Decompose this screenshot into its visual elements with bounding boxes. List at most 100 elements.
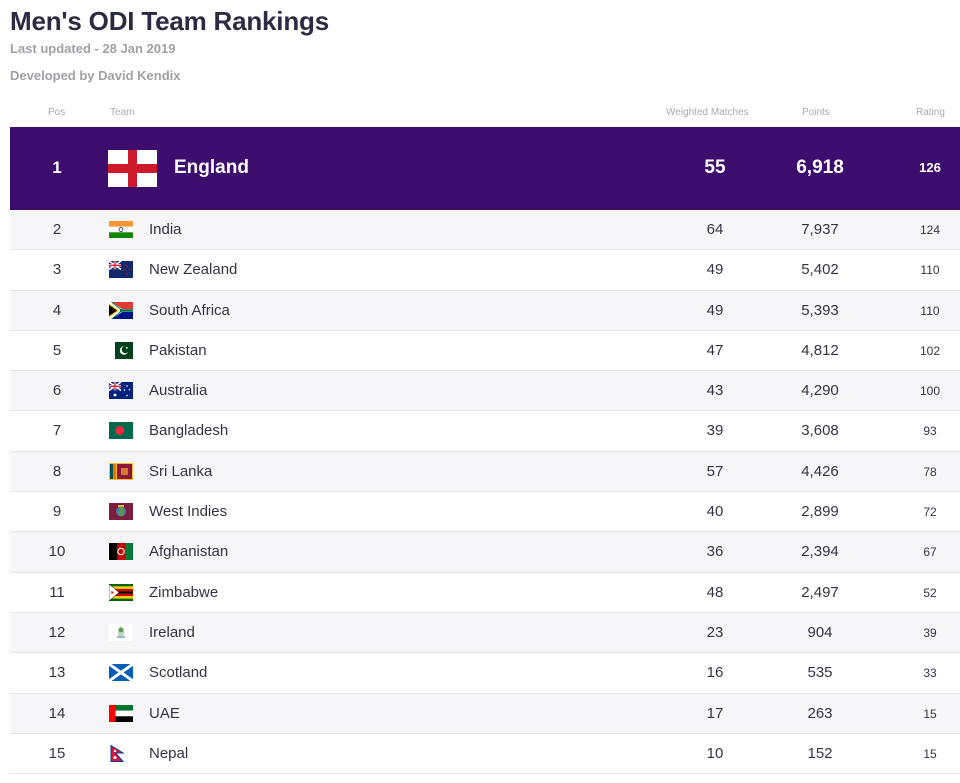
rating-value: 110	[920, 303, 940, 318]
zimbabwe-flag-icon	[109, 583, 133, 601]
rank-position: 8	[52, 462, 62, 480]
rating-value: 102	[919, 343, 941, 358]
rating-value: 126	[919, 160, 941, 175]
rating-value: 52	[923, 585, 937, 600]
table-row[interactable]: 9 West Indies 40 2,899 72	[10, 492, 960, 533]
table-row[interactable]: 11 Zimbabwe 48 2,497 52	[10, 573, 960, 613]
table-row[interactable]: 12 Ireland 23 904 39	[10, 612, 960, 654]
team-name[interactable]: Zimbabwe	[149, 583, 219, 601]
table-row[interactable]: 8 Sri Lanka 57 4,426 78	[10, 451, 960, 493]
column-header-points[interactable]: Points	[802, 107, 830, 118]
weighted-matches-value: 40	[706, 503, 724, 521]
rank-position: 10	[48, 543, 66, 561]
column-header-team[interactable]: Team	[110, 107, 135, 118]
rankings-table: 1 England 55 6,918 126 2 India 64 7,937 124 3…	[10, 127, 960, 775]
points-value: 4,290	[801, 382, 839, 400]
rank-position: 5	[52, 341, 62, 359]
new-zealand-flag-icon	[109, 261, 133, 279]
points-value: 3,608	[801, 422, 839, 440]
rank-position: 3	[52, 261, 62, 279]
team-name[interactable]: West Indies	[149, 503, 228, 521]
table-row[interactable]: 4 South Africa 49 5,393 110	[10, 290, 960, 331]
table-row[interactable]: 3 New Zealand 49 5,402 110	[10, 250, 960, 291]
column-header-rating[interactable]: Rating	[916, 107, 945, 118]
bangladesh-flag-icon	[109, 422, 133, 440]
team-name[interactable]: England	[174, 157, 249, 178]
team-name[interactable]: Pakistan	[149, 341, 207, 359]
table-row[interactable]: 10 Afghanistan 36 2,394 67	[10, 532, 960, 573]
rank-position: 4	[52, 301, 62, 319]
team-name[interactable]: Australia	[149, 382, 208, 400]
table-row[interactable]: 6 Australia 43 4,290 100	[10, 371, 960, 412]
rating-value: 39	[923, 625, 937, 640]
rank-position: 9	[52, 503, 62, 521]
weighted-matches-value: 17	[706, 704, 724, 722]
west-indies-flag-icon	[109, 503, 133, 521]
south-africa-flag-icon	[109, 301, 133, 319]
points-value: 2,899	[801, 503, 839, 521]
rating-value: 15	[923, 746, 937, 761]
points-value: 263	[807, 704, 833, 722]
points-value: 904	[807, 623, 833, 641]
rating-value: 78	[923, 464, 937, 479]
points-value: 2,497	[801, 583, 839, 601]
column-header-weighted-matches[interactable]: Weighted Matches	[666, 107, 749, 118]
nepal-flag-icon	[109, 744, 133, 762]
rank-position: 1	[52, 158, 62, 177]
weighted-matches-value: 10	[706, 744, 724, 762]
weighted-matches-value: 16	[706, 664, 724, 682]
team-name[interactable]: Scotland	[149, 664, 208, 682]
sri-lanka-flag-icon	[109, 462, 133, 480]
rank-position: 14	[48, 704, 66, 722]
rating-value: 124	[919, 223, 941, 237]
scotland-flag-icon	[109, 664, 133, 682]
table-row[interactable]: 14 UAE 17 263 15	[10, 693, 960, 734]
team-name[interactable]: South Africa	[149, 301, 230, 319]
weighted-matches-value: 49	[706, 301, 724, 319]
weighted-matches-value: 48	[706, 583, 724, 601]
team-name[interactable]: Afghanistan	[149, 543, 229, 561]
rating-value: 110	[920, 263, 940, 278]
australia-flag-icon	[109, 382, 133, 400]
points-value: 6,918	[796, 157, 844, 178]
weighted-matches-value: 57	[706, 462, 724, 480]
team-name[interactable]: Ireland	[149, 623, 195, 641]
table-row[interactable]: 13 Scotland 16 535 33	[10, 653, 960, 694]
rank-position: 6	[52, 382, 62, 400]
rank-position: 13	[48, 664, 66, 682]
rank-position: 2	[52, 221, 62, 238]
table-row[interactable]: 15 Nepal 10 152 15	[10, 734, 960, 775]
team-name[interactable]: New Zealand	[149, 261, 238, 279]
table-row-top-ranked[interactable]: 1 England 55 6,918 126	[10, 127, 960, 210]
uae-flag-icon	[109, 704, 133, 722]
india-flag-icon	[109, 221, 133, 238]
weighted-matches-value: 23	[706, 623, 724, 641]
team-name[interactable]: India	[149, 221, 182, 238]
afghanistan-flag-icon	[109, 543, 133, 561]
weighted-matches-value: 36	[706, 543, 724, 561]
team-name[interactable]: Sri Lanka	[149, 462, 213, 480]
developer-credit: Developed by David Kendix	[10, 68, 181, 83]
table-row[interactable]: 7 Bangladesh 39 3,608 93	[10, 411, 960, 452]
column-header-pos[interactable]: Pos	[48, 107, 66, 118]
points-value: 535	[807, 664, 833, 682]
team-name[interactable]: Bangladesh	[149, 422, 229, 440]
points-value: 2,394	[801, 543, 839, 561]
rating-value: 100	[919, 384, 941, 399]
points-value: 4,812	[801, 341, 839, 359]
team-name[interactable]: UAE	[149, 704, 180, 722]
weighted-matches-value: 64	[706, 221, 724, 238]
weighted-matches-value: 47	[706, 341, 724, 359]
england-flag-icon	[108, 150, 157, 187]
table-row[interactable]: 5 Pakistan 47 4,812 102	[10, 331, 960, 372]
rating-value: 72	[923, 505, 937, 520]
table-row[interactable]: 2 India 64 7,937 124	[10, 210, 960, 251]
rank-position: 12	[48, 623, 66, 641]
rank-position: 11	[49, 583, 65, 601]
rating-value: 67	[923, 545, 937, 560]
last-updated-text: Last updated - 28 Jan 2019	[10, 41, 176, 56]
team-name[interactable]: Nepal	[149, 744, 189, 762]
points-value: 152	[807, 744, 833, 762]
rating-value: 33	[923, 666, 937, 681]
points-value: 7,937	[801, 221, 839, 238]
